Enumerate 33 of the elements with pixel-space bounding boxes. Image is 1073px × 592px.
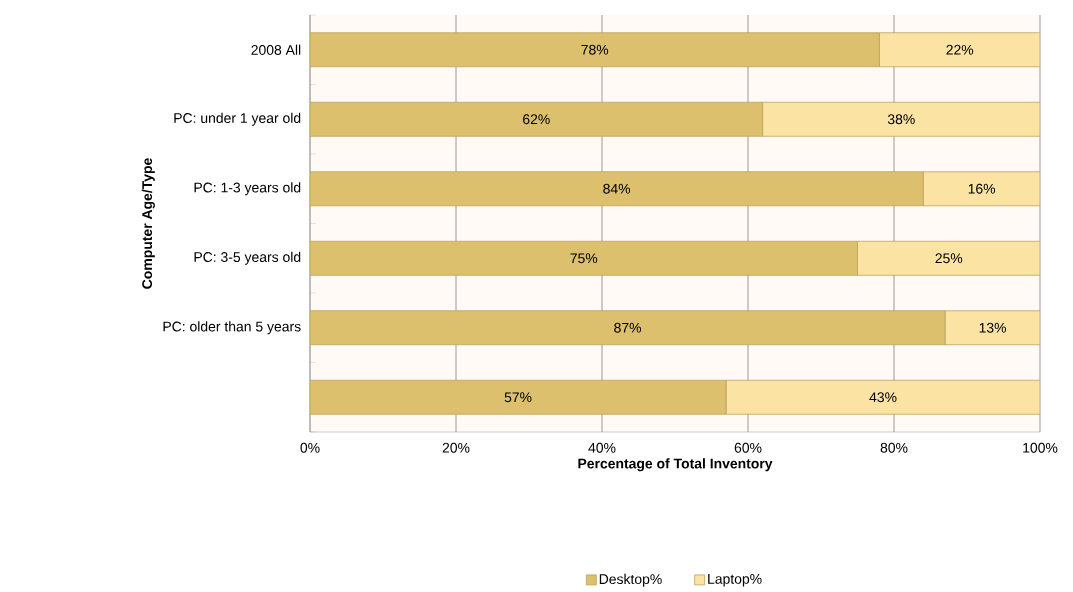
data-label: 62% — [523, 114, 550, 125]
data-label: 84% — [603, 183, 631, 194]
bar — [762, 101, 1041, 137]
x-tick-label: 20% — [442, 442, 470, 453]
data-label: 22% — [946, 44, 974, 55]
x-tick-label: 60% — [734, 442, 762, 453]
data-label: 78% — [581, 44, 609, 55]
data-label: 87% — [614, 322, 642, 333]
y-tick-label: 2008 All — [251, 44, 301, 55]
bar — [725, 379, 1041, 415]
data-label: 43% — [869, 392, 897, 403]
y-tick-label: PC: under 1 year old — [174, 112, 301, 126]
data-label: 75% — [570, 253, 598, 264]
legend-label: Desktop% — [599, 573, 662, 587]
data-label: 25% — [935, 253, 963, 264]
bar — [922, 171, 1041, 207]
data-label: 38% — [887, 114, 915, 125]
x-tick-label: 80% — [880, 442, 908, 453]
y-axis-title: Computer Age/Type — [141, 158, 155, 289]
y-tick-label: PC: 1-3 years old — [194, 182, 301, 196]
data-label: 57% — [504, 392, 532, 403]
bar — [879, 32, 1041, 68]
data-label: 16% — [968, 183, 996, 194]
y-tick-label: PC: 3-5 years old — [194, 251, 301, 265]
bar — [944, 310, 1041, 346]
x-tick-label: 100% — [1023, 442, 1058, 453]
x-tick-label: 40% — [588, 442, 616, 453]
data-label: 13% — [979, 322, 1007, 333]
x-tick-label: 0% — [300, 442, 320, 453]
x-axis-title: Percentage of Total Inventory — [578, 458, 773, 472]
legend-label: Laptop% — [708, 574, 762, 587]
y-tick-label: PC: older than 5 years — [163, 321, 301, 335]
bar — [857, 240, 1041, 276]
